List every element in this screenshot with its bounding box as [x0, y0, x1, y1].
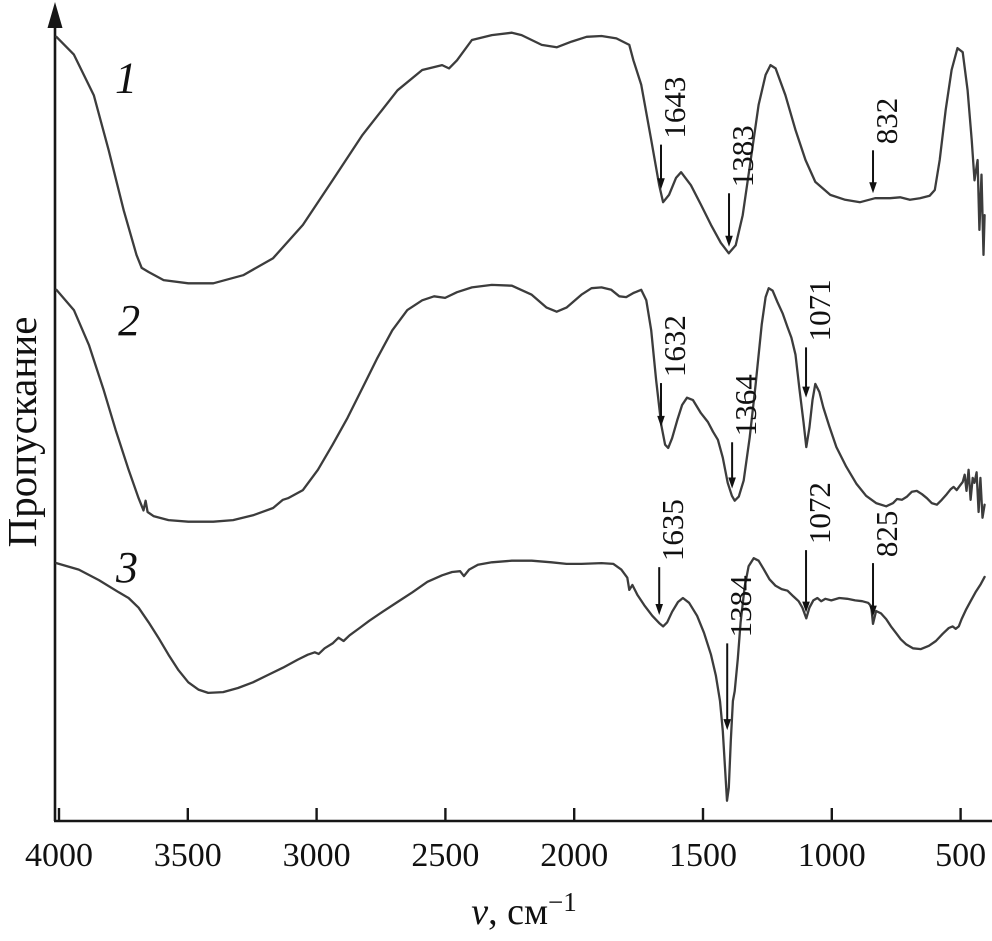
peak-arrowhead-icon — [725, 235, 733, 247]
peak-arrowhead-icon — [869, 182, 877, 194]
peak-arrowhead-icon — [723, 719, 732, 731]
spectrum-curve-2 — [55, 283, 986, 523]
y-axis-arrow-icon — [47, 2, 63, 28]
curve-label-1: 1 — [115, 53, 137, 102]
y-axis-label: Пропускание — [0, 317, 45, 548]
peak-label-1384: 1384 — [723, 575, 758, 638]
x-tick-label-1000: 1000 — [798, 837, 866, 874]
peak-arrowhead-icon — [655, 604, 664, 616]
peak-arrowhead-icon — [728, 477, 736, 489]
peak-label-1632: 1632 — [657, 315, 692, 377]
x-tick-label-3000: 3000 — [283, 837, 351, 874]
peak-arrowhead-icon — [869, 605, 877, 617]
spectrum-curve-3 — [55, 557, 986, 802]
x-axis-label: ν, см−1 — [471, 887, 577, 933]
x-tick-label-1500: 1500 — [669, 837, 737, 874]
peak-arrowhead-icon — [802, 386, 810, 398]
peak-label-1071: 1071 — [802, 279, 837, 341]
x-tick-label-500: 500 — [935, 837, 986, 874]
x-tick-label-2500: 2500 — [411, 837, 479, 874]
peak-arrowhead-icon — [657, 178, 665, 190]
peak-label-1072: 1072 — [802, 482, 837, 544]
peak-arrowhead-icon — [802, 601, 810, 613]
x-tick-label-2000: 2000 — [540, 837, 608, 874]
peak-label-1383: 1383 — [725, 125, 760, 187]
peak-label-1364: 1364 — [728, 374, 763, 437]
curve-label-2: 2 — [118, 296, 140, 345]
spectrum-curve-1 — [55, 31, 986, 285]
peak-arrowhead-icon — [657, 415, 665, 427]
x-tick-label-4000: 4000 — [25, 837, 93, 874]
x-tick-label-3500: 3500 — [154, 837, 222, 874]
curve-label-3: 3 — [115, 543, 138, 592]
peak-label-1643: 1643 — [657, 77, 692, 139]
peak-label-832: 832 — [869, 98, 904, 145]
peak-label-1635: 1635 — [655, 499, 690, 561]
peak-label-825: 825 — [869, 511, 904, 558]
